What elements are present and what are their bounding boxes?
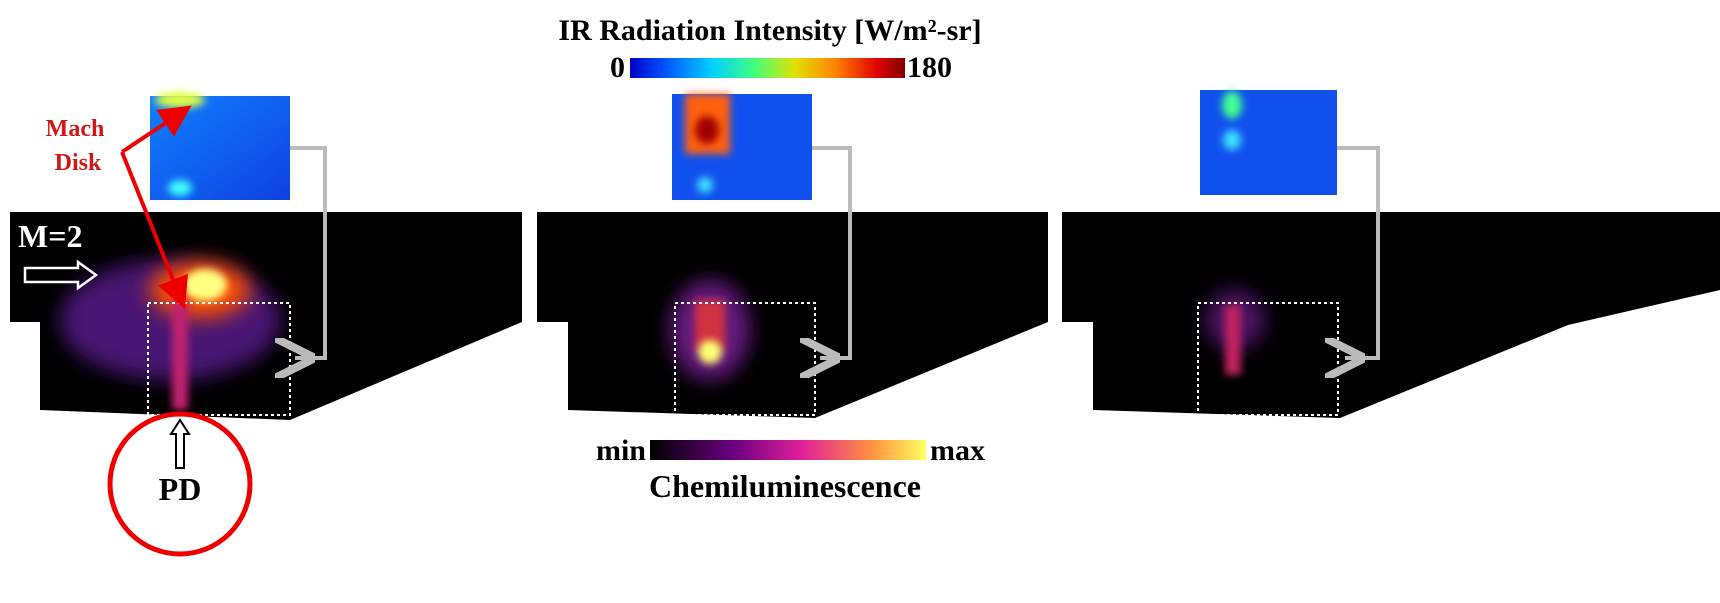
mach-number: M=2 bbox=[18, 218, 82, 254]
ir-colorbar-min: 0 bbox=[610, 51, 625, 84]
pd-label: PD bbox=[159, 471, 202, 507]
ir-colorbar-max: 180 bbox=[907, 51, 952, 84]
panel-3 bbox=[1062, 212, 1720, 418]
chemi-colorbar bbox=[650, 440, 926, 460]
figure: IR Radiation Intensity [W/m²-sr] 0 180 bbox=[0, 0, 1720, 603]
chemi-colorbar-min: min bbox=[596, 434, 646, 467]
pd-arrow bbox=[171, 420, 189, 468]
panel-2 bbox=[537, 212, 1048, 418]
mach-disk-label: Mach Disk bbox=[46, 116, 111, 176]
chemi-colorbar-max: max bbox=[930, 434, 985, 467]
ir-inset-3 bbox=[1200, 90, 1337, 195]
ir-colorbar-title: IR Radiation Intensity [W/m²-sr] bbox=[558, 14, 981, 47]
ir-colorbar bbox=[630, 58, 905, 78]
ir-insets bbox=[150, 90, 1337, 200]
chemi-colorbar-title: Chemiluminescence bbox=[649, 468, 921, 504]
